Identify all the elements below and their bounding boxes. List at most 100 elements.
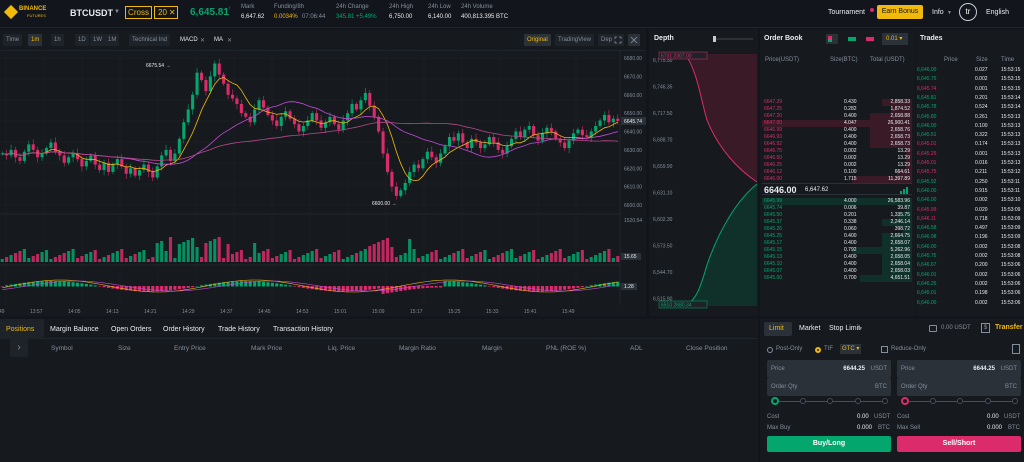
- transfer-icon[interactable]: $: [981, 323, 990, 333]
- depth-zoom-slider[interactable]: [713, 36, 753, 42]
- slider-tick[interactable]: [827, 398, 833, 404]
- ask-row[interactable]: 6646.12 0.100 664.61: [762, 169, 912, 176]
- ask-row[interactable]: 6646.00 1.715 11,397.89: [762, 176, 912, 183]
- candlestick-chart[interactable]: 6680.00 6670.00 6660.00 6650.00 6645.74 6640.…: [0, 50, 646, 316]
- chart-toolbar-item[interactable]: 1h: [51, 34, 64, 46]
- bid-row[interactable]: 6645.00 0.700 4,651.51: [762, 275, 912, 282]
- bid-row[interactable]: 6645.37 0.338 2,246.14: [762, 219, 912, 226]
- info-menu[interactable]: Info: [932, 9, 944, 16]
- macd-bar: [279, 283, 283, 287]
- both-sides-view-icon[interactable]: [826, 34, 838, 44]
- precision-select[interactable]: 0.01 ▾: [882, 33, 908, 45]
- reduce-only-checkbox[interactable]: [881, 346, 888, 353]
- slider-tick[interactable]: [799, 398, 806, 404]
- expand-icon[interactable]: [628, 34, 640, 46]
- ask-row[interactable]: 6646.75 0.002 13.29: [762, 148, 912, 155]
- bid-row[interactable]: 6645.25 0.400 2,664.75: [762, 233, 912, 240]
- symbol-selector[interactable]: BTCUSDT: [70, 8, 113, 18]
- macd-bar: [31, 281, 35, 287]
- fullscreen-icon[interactable]: [612, 34, 624, 46]
- volume-bar: [44, 250, 49, 262]
- margin-mode-button[interactable]: Cross: [125, 6, 152, 19]
- chevron-down-icon[interactable]: ▼: [858, 326, 863, 332]
- chevron-down-icon[interactable]: ▼: [947, 10, 952, 16]
- asks-only-view-icon[interactable]: [864, 34, 876, 44]
- chart-toolbar-item[interactable]: Time: [3, 34, 23, 46]
- post-only-radio[interactable]: [767, 347, 773, 353]
- chart-toolbar-item[interactable]: MA: [214, 37, 223, 43]
- chevron-down-icon[interactable]: ▼: [114, 9, 120, 15]
- bid-row[interactable]: 6645.26 0.060 398.72: [762, 226, 912, 233]
- ask-row[interactable]: 6646.92 0.400 2,658.73: [762, 141, 912, 148]
- sell-price-input[interactable]: Price 6644.25 USDT: [897, 360, 1021, 378]
- chart-toolbar-item[interactable]: 1m: [28, 34, 43, 46]
- ask-row[interactable]: 6646.25 0.002 13.29: [762, 162, 912, 169]
- bid-row[interactable]: 6645.10 0.400 2,658.04: [762, 261, 912, 268]
- chart-toolbar-item[interactable]: 1W: [90, 34, 105, 46]
- buy-price-input[interactable]: Price 6644.25 USDT: [767, 360, 891, 378]
- volume-bar: [120, 249, 124, 262]
- order-type-tab[interactable]: Limit: [769, 325, 784, 332]
- positions-tab[interactable]: Trade History: [218, 326, 260, 333]
- buy-qty-input[interactable]: Order Qty BTC: [767, 378, 891, 396]
- transfer-link[interactable]: Transfer: [995, 324, 1023, 331]
- slider-tick[interactable]: [1012, 398, 1018, 404]
- positions-tab[interactable]: Positions: [6, 326, 35, 333]
- bid-row[interactable]: 6645.99 4.000 26,583.96: [762, 198, 912, 205]
- volume-bar: [301, 255, 305, 262]
- buy-long-button[interactable]: Buy/Long: [767, 436, 891, 452]
- earn-bonus-button[interactable]: Earn Bonus: [877, 5, 923, 19]
- language-selector[interactable]: English: [986, 9, 1009, 16]
- bid-row[interactable]: 6645.74 0.006 39.87: [762, 205, 912, 212]
- ask-row[interactable]: 6647.00 4.047 26,900.41: [762, 120, 912, 127]
- sell-qty-input[interactable]: Order Qty BTC: [897, 378, 1021, 396]
- slider-handle[interactable]: [771, 397, 779, 405]
- close-icon[interactable]: ✕: [200, 38, 206, 44]
- time-axis-label: 13:49: [0, 309, 5, 315]
- calculator-icon[interactable]: [1012, 344, 1020, 354]
- slider-tick[interactable]: [957, 398, 963, 404]
- bid-row[interactable]: 6645.07 0.400 2,658.03: [762, 268, 912, 275]
- sell-short-button[interactable]: Sell/Short: [897, 436, 1021, 452]
- chart-view-tab[interactable]: Original: [524, 34, 551, 46]
- avatar[interactable]: tr: [959, 3, 977, 21]
- candle-body: [487, 137, 491, 145]
- order-type-tab[interactable]: Stop Limit: [829, 325, 861, 332]
- gtc-select[interactable]: GTC ▾: [840, 344, 861, 354]
- trade-price: 6,645.99: [917, 206, 937, 213]
- slider-handle[interactable]: [901, 397, 909, 405]
- bid-row[interactable]: 6645.17 0.400 2,658.07: [762, 240, 912, 247]
- bid-row[interactable]: 6645.15 0.792 5,262.96: [762, 247, 912, 254]
- tif-radio[interactable]: [815, 347, 821, 353]
- chart-toolbar-item[interactable]: MACD: [180, 37, 198, 43]
- positions-tab[interactable]: Order History: [163, 326, 205, 333]
- slider-tick[interactable]: [882, 398, 888, 404]
- chart-toolbar-item[interactable]: Technical Ind: [129, 34, 171, 46]
- tournament-link[interactable]: Tournament: [828, 9, 865, 16]
- bids-only-view-icon[interactable]: [846, 34, 858, 44]
- candle-body: [439, 153, 443, 163]
- ask-row[interactable]: 6647.29 0.430 2,858.33: [762, 99, 912, 106]
- positions-tab[interactable]: Margin Balance: [50, 326, 99, 333]
- slider-tick[interactable]: [854, 398, 861, 404]
- chevron-right-icon[interactable]: ›: [10, 339, 28, 357]
- positions-tab[interactable]: Open Orders: [111, 326, 152, 333]
- ask-row[interactable]: 6646.93 0.400 2,658.73: [762, 134, 912, 141]
- chart-toolbar-item[interactable]: 1D: [75, 34, 89, 46]
- candle-body: [261, 100, 266, 108]
- slider-tick[interactable]: [929, 398, 936, 404]
- close-icon[interactable]: ✕: [227, 38, 233, 44]
- slider-tick[interactable]: [984, 398, 991, 404]
- order-type-tab[interactable]: Market: [799, 325, 821, 332]
- ask-row[interactable]: 6646.99 0.400 2,658.76: [762, 127, 912, 134]
- ask-row[interactable]: 6647.20 0.400 2,658.88: [762, 113, 912, 120]
- chart-toolbar-item[interactable]: 1M: [105, 34, 120, 46]
- bid-row[interactable]: 6645.13 0.400 2,658.05: [762, 254, 912, 261]
- ask-row[interactable]: 6647.25 0.282 1,874.52: [762, 106, 912, 113]
- leverage-button[interactable]: 20 ✕: [154, 6, 178, 19]
- positions-tab[interactable]: Transaction History: [273, 326, 334, 333]
- bid-row[interactable]: 6645.50 0.201 1,335.75: [762, 212, 912, 219]
- depth-bar: [870, 134, 912, 141]
- chart-view-tab[interactable]: TradingView: [555, 34, 595, 46]
- ask-row[interactable]: 6646.50 0.002 13.29: [762, 155, 912, 162]
